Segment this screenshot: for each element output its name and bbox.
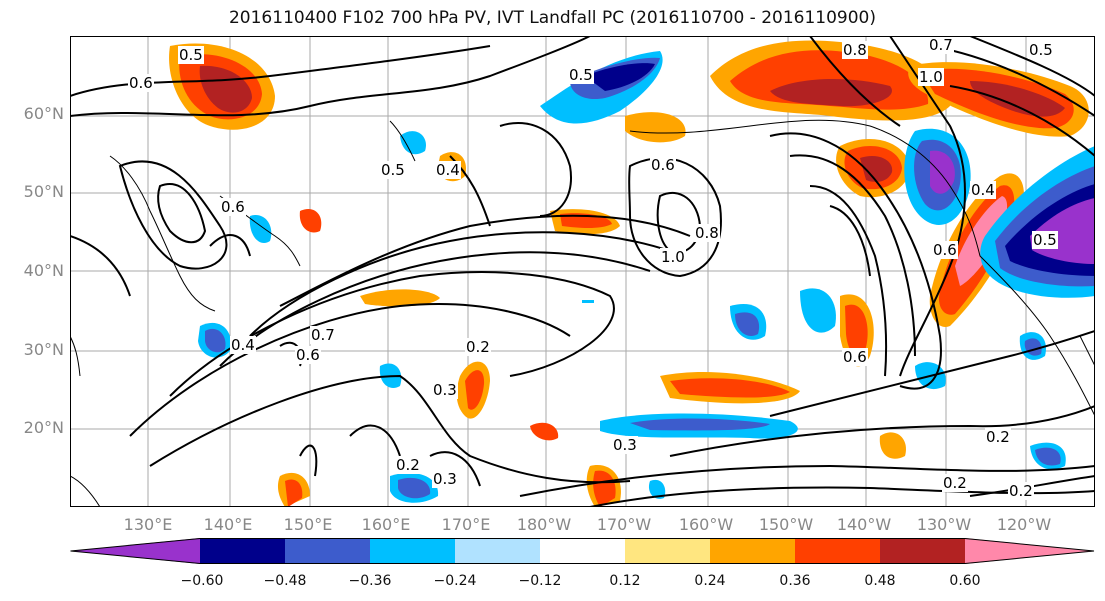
contour-label: 1.0 bbox=[660, 248, 686, 266]
contour-label: 0.6 bbox=[650, 156, 676, 174]
lon-label: 170°W bbox=[596, 515, 652, 534]
colorbar-segment bbox=[625, 538, 710, 564]
lat-label: 60°N bbox=[23, 104, 64, 123]
colorbar-tick: −0.24 bbox=[433, 573, 477, 589]
contour-label: 0.5 bbox=[380, 161, 406, 179]
contour-label: 0.3 bbox=[432, 470, 458, 488]
contour-label: 0.6 bbox=[220, 198, 246, 216]
contour-label: 0.6 bbox=[295, 346, 321, 364]
contour-label: 0.5 bbox=[178, 46, 204, 64]
lon-label: 130°W bbox=[916, 515, 972, 534]
lat-label: 30°N bbox=[23, 340, 64, 359]
map-canvas bbox=[70, 36, 1095, 507]
contour-label: 0.2 bbox=[395, 456, 421, 474]
colorbar-tick: −0.48 bbox=[263, 573, 307, 589]
lat-label: 50°N bbox=[23, 182, 64, 201]
contour-label: 0.3 bbox=[612, 436, 638, 454]
colorbar-tick: 0.12 bbox=[609, 573, 641, 589]
contour-label: 0.6 bbox=[842, 348, 868, 366]
contour-label: 0.6 bbox=[932, 241, 958, 259]
contour-label: 0.6 bbox=[128, 74, 154, 92]
colorbar-tick: −0.12 bbox=[518, 573, 562, 589]
lon-label: 170°E bbox=[441, 515, 491, 534]
lon-label: 160°W bbox=[678, 515, 734, 534]
contour-label: 0.2 bbox=[942, 474, 968, 492]
contour-label: 0.2 bbox=[465, 338, 491, 356]
lon-label: 150°W bbox=[758, 515, 814, 534]
colorbar-tick: −0.36 bbox=[348, 573, 392, 589]
contour-label: 0.5 bbox=[1032, 231, 1058, 249]
colorbar-segment bbox=[455, 538, 540, 564]
contour-label: 1.0 bbox=[918, 68, 944, 86]
lon-label: 130°E bbox=[123, 515, 173, 534]
lat-label: 20°N bbox=[23, 418, 64, 437]
lon-label: 180°W bbox=[516, 515, 572, 534]
contour-label: 0.8 bbox=[842, 41, 868, 59]
colorbar-segment bbox=[200, 538, 285, 564]
contour-label: 0.7 bbox=[928, 36, 954, 54]
colorbar-segment bbox=[880, 538, 965, 564]
colorbar-segment bbox=[795, 538, 880, 564]
lon-label: 140°W bbox=[836, 515, 892, 534]
contour-label: 0.2 bbox=[1008, 482, 1034, 500]
lon-label: 150°E bbox=[283, 515, 333, 534]
contour-label: 0.7 bbox=[310, 326, 336, 344]
lon-label: 160°E bbox=[361, 515, 411, 534]
lat-label: 40°N bbox=[23, 261, 64, 280]
contour-label: 0.4 bbox=[230, 336, 256, 354]
map-panel: 0.5 0.6 0.5 0.8 0.7 1.0 0.5 0.6 0.4 0.6 … bbox=[70, 36, 1095, 507]
colorbar-segment bbox=[710, 538, 795, 564]
colorbar-segment bbox=[540, 538, 625, 564]
colorbar-tick: 0.60 bbox=[949, 573, 981, 589]
contour-label: 0.5 bbox=[1028, 41, 1054, 59]
lon-label: 120°W bbox=[996, 515, 1052, 534]
map-title: 2016110400 F102 700 hPa PV, IVT Landfall… bbox=[228, 8, 876, 28]
colorbar-extend-low bbox=[70, 538, 200, 564]
colorbar-segment bbox=[285, 538, 370, 564]
colorbar-tick: 0.24 bbox=[694, 573, 726, 589]
colorbar bbox=[70, 538, 1095, 564]
contour-label: 0.5 bbox=[568, 66, 594, 84]
contour-label: 0.4 bbox=[970, 181, 996, 199]
colorbar-tick: 0.48 bbox=[864, 573, 896, 589]
contour-label: 0.4 bbox=[435, 161, 461, 179]
lon-label: 140°E bbox=[203, 515, 253, 534]
colorbar-tick: 0.36 bbox=[779, 573, 811, 589]
colorbar-extend-high bbox=[965, 538, 1094, 564]
contour-label: 0.2 bbox=[985, 428, 1011, 446]
colorbar-segment bbox=[370, 538, 455, 564]
contour-label: 0.3 bbox=[432, 381, 458, 399]
contour-label: 0.8 bbox=[694, 224, 720, 242]
colorbar-tick: −0.60 bbox=[180, 573, 224, 589]
